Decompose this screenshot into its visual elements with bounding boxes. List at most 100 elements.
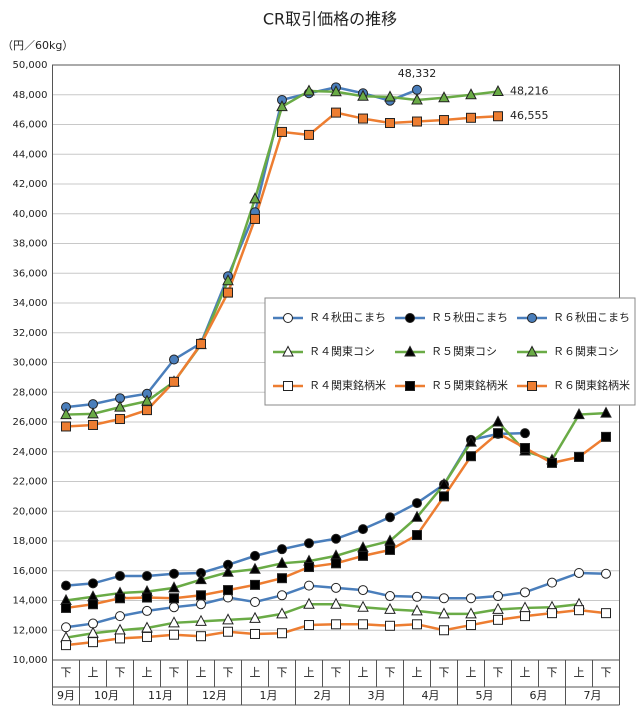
legend-label: Ｒ４秋田こまち <box>309 310 386 324</box>
month-label: 2月 <box>314 689 332 702</box>
data-label: 48,216 <box>510 85 549 98</box>
marker <box>142 592 152 603</box>
marker <box>195 573 207 585</box>
x-tick-label: 下 <box>547 666 558 679</box>
marker <box>249 611 261 623</box>
marker <box>277 628 287 639</box>
marker <box>357 89 369 101</box>
marker <box>115 593 125 604</box>
marker <box>466 593 476 604</box>
marker <box>304 620 314 631</box>
marker <box>142 405 152 416</box>
marker <box>304 562 314 573</box>
marker <box>600 406 612 418</box>
marker <box>411 93 423 105</box>
legend-label: Ｒ６秋田こまち <box>553 310 630 324</box>
y-tick-label: 44,000 <box>13 149 48 160</box>
marker <box>276 100 288 112</box>
legend-marker <box>405 381 415 391</box>
x-tick-label: 上 <box>466 666 477 679</box>
marker <box>169 376 179 387</box>
marker <box>250 213 260 224</box>
marker <box>331 107 341 118</box>
marker <box>439 593 449 604</box>
marker <box>601 431 611 442</box>
marker <box>60 407 72 420</box>
marker <box>385 591 395 602</box>
marker <box>466 620 476 631</box>
marker <box>439 625 449 636</box>
marker <box>357 600 369 612</box>
marker <box>438 607 450 619</box>
marker <box>331 582 341 593</box>
y-tick-label: 10,000 <box>13 655 48 666</box>
marker <box>412 619 422 630</box>
month-label: 6月 <box>530 689 548 702</box>
marker <box>169 593 179 604</box>
marker <box>330 597 342 609</box>
marker <box>601 608 611 619</box>
marker <box>168 616 180 628</box>
marker <box>574 567 584 578</box>
marker <box>358 585 368 596</box>
marker <box>331 558 341 569</box>
marker <box>277 544 287 555</box>
marker <box>61 640 71 651</box>
marker <box>222 613 234 625</box>
marker <box>168 581 180 593</box>
legend-label: Ｒ５秋田こまち <box>431 310 508 324</box>
month-label: 11月 <box>148 689 173 702</box>
legend-marker <box>527 381 537 391</box>
marker <box>574 451 584 462</box>
marker <box>385 544 395 555</box>
y-tick-label: 26,000 <box>13 417 48 428</box>
marker <box>547 457 557 468</box>
marker <box>547 608 557 619</box>
marker <box>88 419 98 430</box>
marker <box>61 421 71 432</box>
marker <box>223 626 233 637</box>
marker <box>412 84 422 95</box>
chart-title: CR取引価格の推移 <box>263 10 397 29</box>
marker <box>412 530 422 541</box>
marker <box>331 533 341 544</box>
marker <box>492 415 504 427</box>
x-tick-label: 上 <box>88 666 99 679</box>
y-tick-label: 24,000 <box>13 447 48 458</box>
marker <box>493 428 503 439</box>
y-tick-label: 22,000 <box>13 477 48 488</box>
marker <box>520 443 530 454</box>
x-tick-label: 下 <box>61 666 72 679</box>
month-label: 7月 <box>584 689 602 702</box>
month-label: 10月 <box>94 689 119 702</box>
y-tick-label: 12,000 <box>13 625 48 636</box>
marker <box>142 605 152 616</box>
legend-label: Ｒ４関東銘柄米 <box>309 378 386 392</box>
y-tick-label: 30,000 <box>13 358 48 369</box>
marker <box>142 570 152 581</box>
y-tick-label: 18,000 <box>13 536 48 547</box>
marker <box>438 477 450 489</box>
marker <box>439 115 449 126</box>
marker <box>520 611 530 622</box>
x-tick-label: 下 <box>115 666 126 679</box>
marker <box>142 631 152 642</box>
x-tick-label: 上 <box>196 666 207 679</box>
marker <box>169 629 179 640</box>
marker <box>384 602 396 614</box>
marker <box>61 602 71 613</box>
marker <box>61 622 71 633</box>
marker <box>411 510 423 522</box>
marker <box>276 607 288 619</box>
marker <box>466 112 476 123</box>
month-label: 4月 <box>422 689 440 702</box>
y-tick-label: 14,000 <box>13 596 48 607</box>
marker <box>249 192 261 204</box>
legend-label: Ｒ６関東コシ <box>553 345 619 358</box>
marker <box>88 578 98 589</box>
marker <box>250 579 260 590</box>
legend-label: Ｒ５関東コシ <box>431 345 497 358</box>
legend-marker <box>283 313 293 323</box>
x-tick-label: 下 <box>331 666 342 679</box>
marker <box>249 562 261 574</box>
